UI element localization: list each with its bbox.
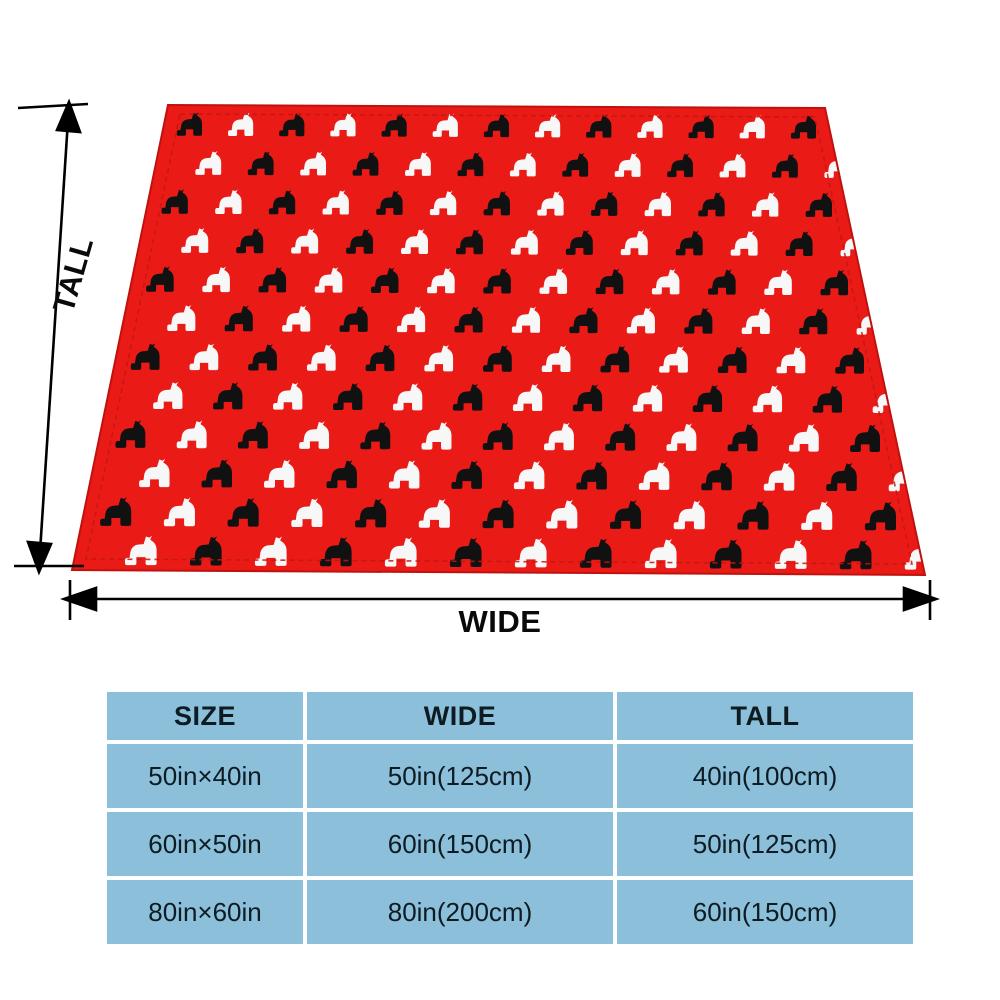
cell-size: 50in×40in <box>107 744 303 808</box>
header-size: SIZE <box>107 692 303 740</box>
tall-dimension-arrow <box>14 98 89 576</box>
blanket-edge <box>70 103 927 577</box>
blanket-surface <box>70 103 927 577</box>
blanket-illustration <box>14 98 940 620</box>
product-illustration: TALL WIDE <box>14 98 940 639</box>
cell-wide: 60in(150cm) <box>307 812 613 876</box>
header-tall: TALL <box>617 692 913 740</box>
header-wide: WIDE <box>307 692 613 740</box>
cell-size: 80in×60in <box>107 880 303 944</box>
table-row: 50in×40in 50in(125cm) 40in(100cm) <box>107 744 913 808</box>
cell-wide: 50in(125cm) <box>307 744 613 808</box>
cell-tall: 50in(125cm) <box>617 812 913 876</box>
wide-dimension-arrow <box>60 580 940 620</box>
cell-tall: 40in(100cm) <box>617 744 913 808</box>
cell-tall: 60in(150cm) <box>617 880 913 944</box>
hem-stitching <box>85 113 913 565</box>
table-row: 80in×60in 80in(200cm) 60in(150cm) <box>107 880 913 944</box>
cell-size: 60in×50in <box>107 812 303 876</box>
cell-wide: 80in(200cm) <box>307 880 613 944</box>
table-header-row: SIZE WIDE TALL <box>107 692 913 740</box>
table-row: 60in×50in 60in(150cm) 50in(125cm) <box>107 812 913 876</box>
size-table: SIZE WIDE TALL 50in×40in 50in(125cm) 40i… <box>103 688 917 948</box>
wide-dimension-label: WIDE <box>458 604 542 639</box>
